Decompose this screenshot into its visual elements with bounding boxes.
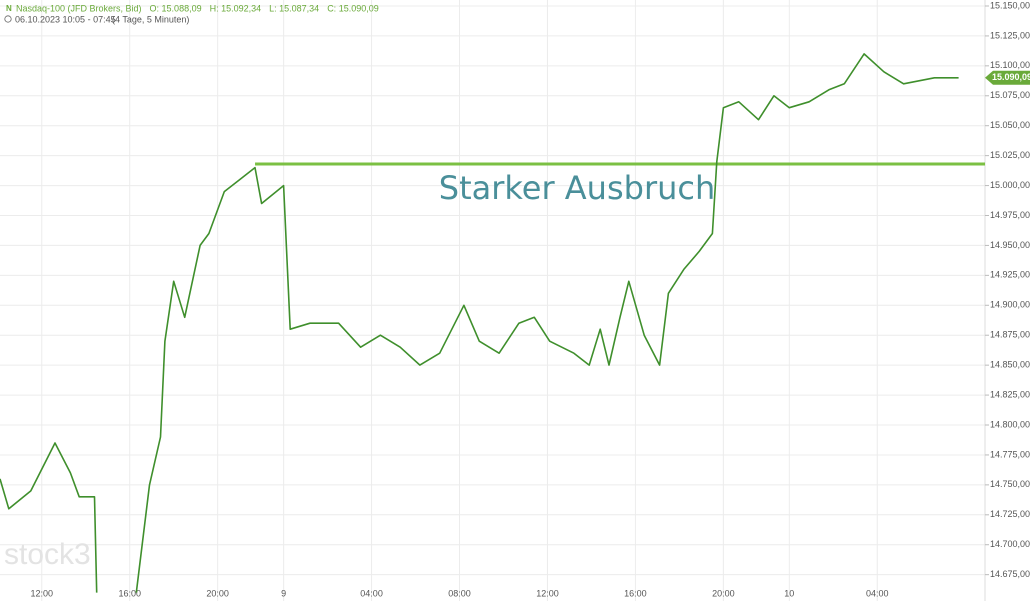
x-tick-label: 12:00 — [31, 588, 54, 598]
x-tick-label: 20:00 — [712, 588, 735, 598]
y-tick-label: 14.925,00 — [990, 270, 1030, 280]
x-tick-label: 08:00 — [448, 588, 471, 598]
watermark: stock3 — [4, 538, 91, 571]
y-tick-label: 14.800,00 — [990, 419, 1030, 429]
last-price-label: 15.090,09 — [992, 72, 1030, 82]
last-price-badge — [985, 70, 1030, 85]
subtitle: 06.10.2023 10:05 - 07:45 — [15, 14, 116, 24]
y-tick-label: 14.875,00 — [990, 330, 1030, 340]
x-tick-label: 04:00 — [866, 588, 889, 598]
y-tick-label: 15.075,00 — [990, 90, 1030, 100]
x-tick-label: 20:00 — [206, 588, 229, 598]
y-tick-label: 15.150,00 — [990, 0, 1030, 10]
y-tick-label: 15.050,00 — [990, 120, 1030, 130]
y-tick-label: 15.000,00 — [990, 180, 1030, 190]
ohlc-item: C: 15.090,09 — [327, 3, 379, 13]
y-tick-label: 14.900,00 — [990, 300, 1030, 310]
chart-title: Nasdaq-100 (JFD Brokers, Bid) — [16, 3, 142, 13]
ohlc-item: H: 15.092,34 — [210, 3, 262, 13]
x-tick-label: 10 — [784, 588, 794, 598]
y-tick-label: 15.025,00 — [990, 150, 1030, 160]
x-tick-label: 16:00 — [624, 588, 647, 598]
y-tick-label: 14.700,00 — [990, 539, 1030, 549]
price-line — [0, 53, 959, 593]
y-tick-label: 14.775,00 — [990, 449, 1030, 459]
y-tick-label: 14.750,00 — [990, 479, 1030, 489]
y-tick-label: 14.975,00 — [990, 210, 1030, 220]
x-tick-label: 12:00 — [536, 588, 559, 598]
y-tick-label: 14.725,00 — [990, 509, 1030, 519]
y-tick-label: 15.125,00 — [990, 30, 1030, 40]
y-tick-label: 14.950,00 — [990, 240, 1030, 250]
x-tick-label: 9 — [281, 588, 286, 598]
period: (4 Tage, 5 Minuten) — [112, 14, 189, 24]
y-tick-label: 14.675,00 — [990, 569, 1030, 579]
logo-icon: Ν — [6, 4, 12, 13]
y-tick-label: 15.100,00 — [990, 60, 1030, 70]
clock-icon — [4, 15, 12, 23]
x-tick-label: 16:00 — [118, 588, 141, 598]
ohlc-values: O: 15.088,09 H: 15.092,34 L: 15.087,34 C: 1… — [150, 3, 379, 13]
y-tick-label: 14.825,00 — [990, 389, 1030, 399]
ohlc-item: L: 15.087,34 — [269, 3, 319, 13]
grid — [0, 0, 985, 601]
ohlc-item: O: 15.088,09 — [150, 3, 202, 13]
annotation-text: Starker Ausbruch — [439, 169, 716, 207]
x-tick-label: 04:00 — [360, 588, 383, 598]
y-tick-label: 14.850,00 — [990, 360, 1030, 370]
